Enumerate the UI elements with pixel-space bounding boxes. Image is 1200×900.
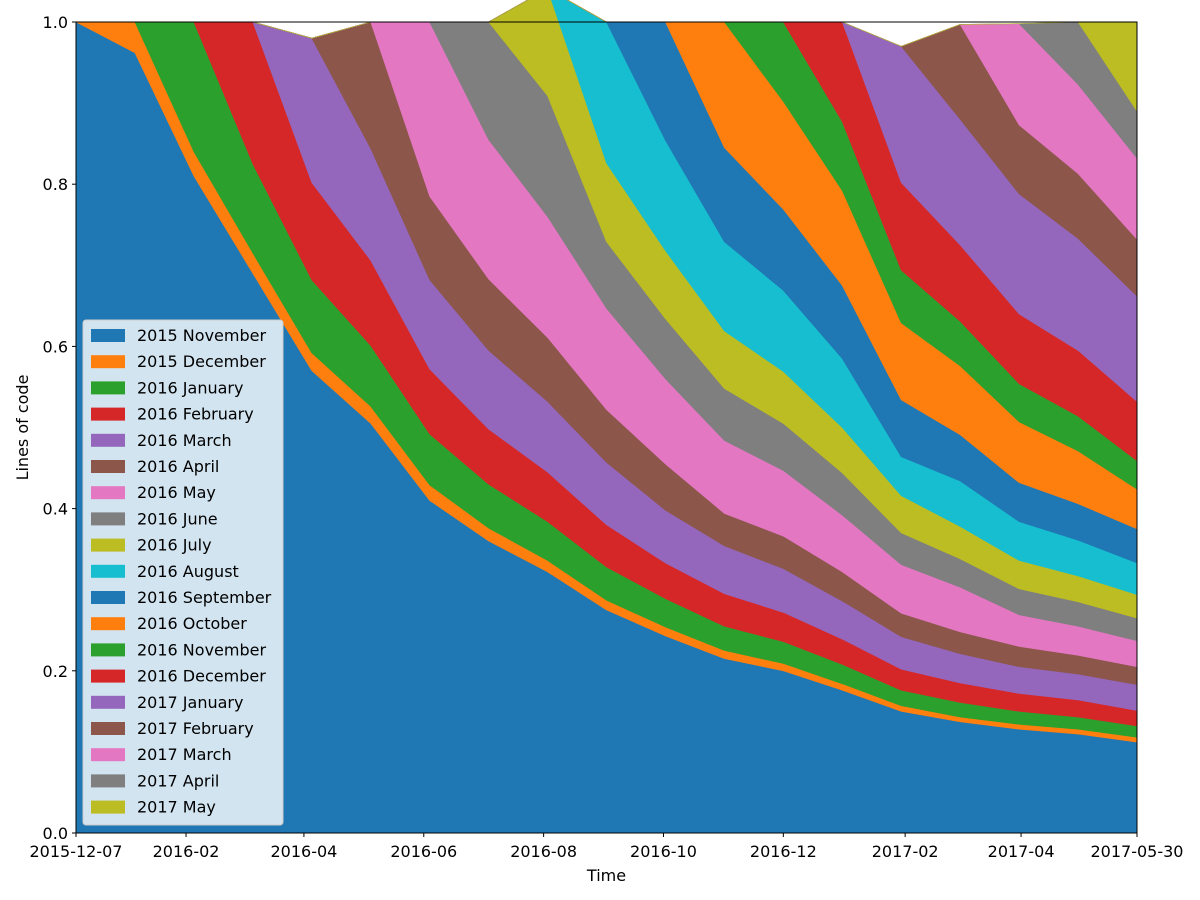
legend-swatch: [91, 643, 125, 657]
legend-box: [82, 319, 284, 826]
legend-label: 2017 May: [137, 798, 216, 817]
legend-swatch: [91, 695, 125, 709]
x-tick-label: 2016-10: [630, 842, 697, 861]
legend-label: 2016 September: [137, 588, 272, 607]
x-tick-label: 2017-02: [872, 842, 939, 861]
legend-swatch: [91, 800, 125, 814]
legend-swatch: [91, 669, 125, 683]
legend-label: 2016 June: [137, 509, 218, 528]
legend-label: 2016 April: [137, 457, 219, 476]
x-axis-label: Time: [586, 866, 626, 885]
legend-swatch: [91, 512, 125, 526]
legend-swatch: [91, 617, 125, 631]
y-axis-label: Lines of code: [13, 375, 32, 481]
legend-label: 2016 December: [137, 667, 266, 686]
plot-frame: [75, 21, 1138, 834]
y-tick-label: 1.0: [43, 13, 68, 32]
legend-swatch: [91, 748, 125, 762]
legend-swatch: [91, 538, 125, 552]
area-layers: [75, 0, 1138, 834]
x-tick-label: 2016-04: [270, 842, 337, 861]
legend-label: 2017 April: [137, 771, 219, 790]
legend-swatch: [91, 407, 125, 421]
legend: 2015 November 2015 December 2016 January 20…: [82, 319, 284, 826]
x-tick-label: 2017-05-30: [1091, 842, 1184, 861]
legend-label: 2015 December: [137, 352, 266, 371]
x-tick-label: 2015-12-07: [30, 842, 123, 861]
legend-swatch: [91, 460, 125, 473]
legend-label: 2016 January: [137, 378, 243, 397]
legend-swatch: [91, 564, 125, 578]
legend-label: 2017 February: [137, 719, 254, 738]
legend-label: 2016 August: [137, 562, 239, 581]
legend-swatch: [91, 486, 125, 500]
legend-label: 2017 January: [137, 693, 243, 712]
legend-label: 2016 November: [137, 640, 266, 659]
legend-label: 2015 November: [137, 326, 266, 345]
legend-swatch: [91, 381, 125, 395]
legend-label: 2016 February: [137, 405, 254, 424]
x-tick-label: 2016-06: [390, 842, 457, 861]
x-tick-label: 2016-02: [153, 842, 220, 861]
legend-swatch: [91, 355, 125, 369]
legend-label: 2016 October: [137, 614, 247, 633]
y-tick-label: 0.4: [43, 500, 68, 519]
x-tick-label: 2017-04: [988, 842, 1055, 861]
legend-swatch: [91, 774, 125, 788]
legend-swatch: [91, 722, 125, 735]
y-axis: 0.0 0.2 0.4 0.6 0.8 1.0: [43, 13, 76, 843]
y-tick-label: 0.6: [43, 337, 68, 356]
x-axis: 2015-12-07 2016-02 2016-04 2016-06 2016-08 20…: [30, 833, 1184, 861]
legend-label: 2016 March: [137, 431, 232, 450]
y-tick-label: 0.0: [43, 824, 68, 843]
x-tick-label: 2016-12: [750, 842, 817, 861]
legend-label: 2016 July: [137, 536, 212, 555]
legend-swatch: [91, 591, 125, 604]
x-tick-label: 2016-08: [510, 842, 577, 861]
legend-swatch: [91, 329, 125, 342]
legend-swatch: [91, 433, 125, 447]
y-tick-label: 0.2: [43, 662, 68, 681]
y-tick-label: 0.8: [43, 175, 68, 194]
legend-label: 2017 March: [137, 745, 232, 764]
legend-label: 2016 May: [137, 483, 216, 502]
